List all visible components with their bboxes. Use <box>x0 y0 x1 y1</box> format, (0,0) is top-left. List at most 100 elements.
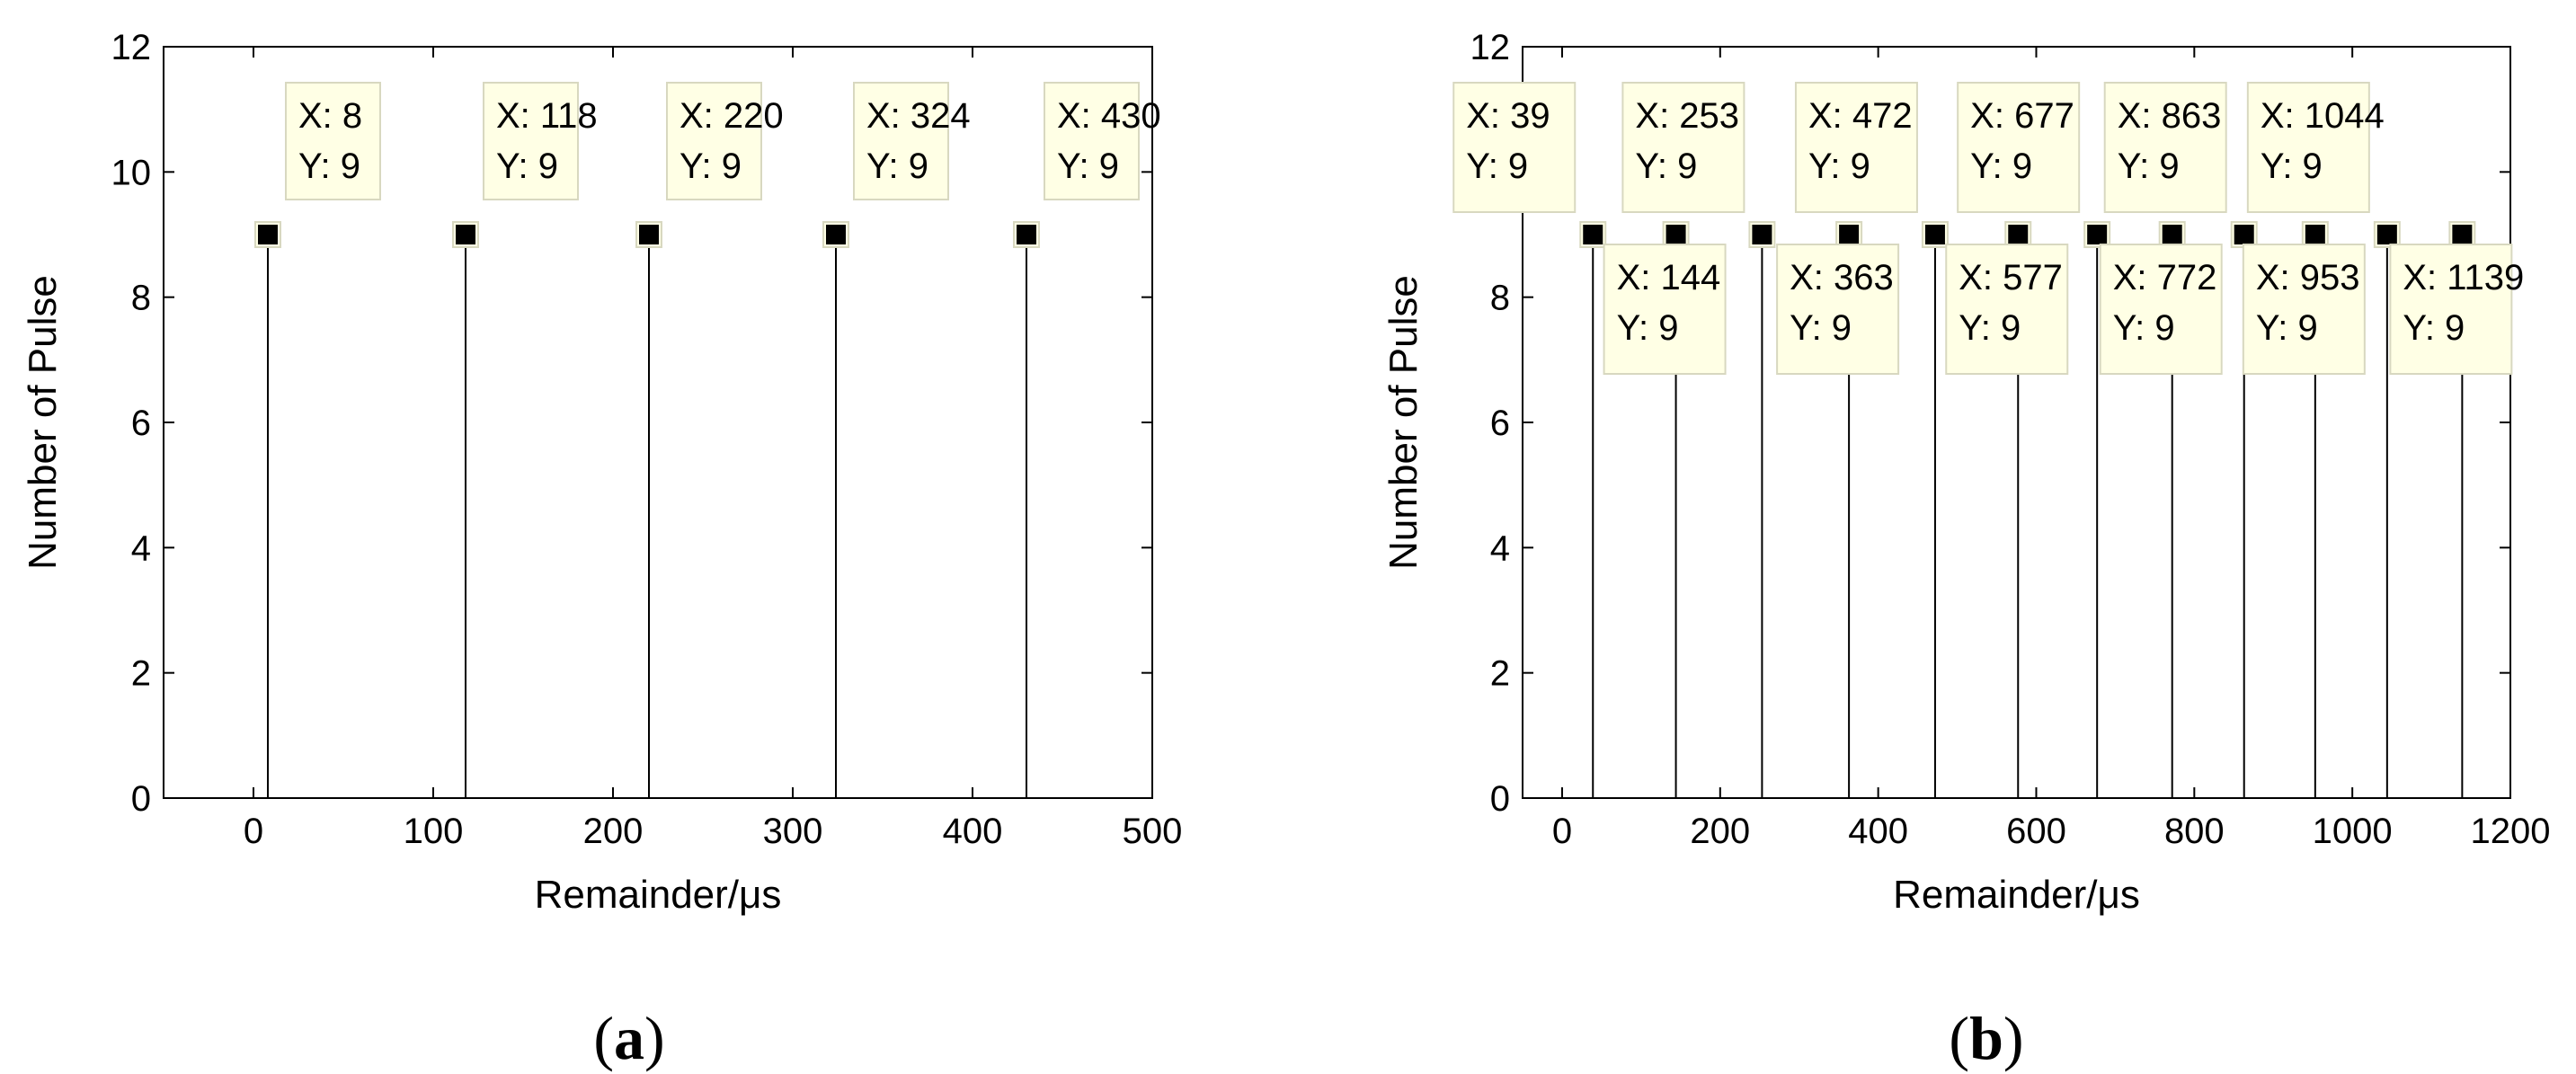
datatip-y-text: Y: 9 <box>2403 308 2465 348</box>
x-axis-label: Remainder/μs <box>1893 873 2140 917</box>
datatip-y-text: Y: 9 <box>1057 146 1119 186</box>
y-tick-label: 12 <box>111 28 152 67</box>
y-tick-label: 10 <box>111 153 152 192</box>
datatip-box <box>1044 82 1140 200</box>
panel-label-letter: a <box>614 1004 644 1072</box>
x-tick-label: 600 <box>2006 812 2066 851</box>
datatip-y-text: Y: 9 <box>2118 146 2180 186</box>
x-tick-label: 200 <box>583 812 644 851</box>
x-tick-label: 300 <box>763 812 823 851</box>
datatip-box <box>1776 244 1900 375</box>
x-tick-label: 100 <box>404 812 464 851</box>
datatip-box <box>2389 244 2513 375</box>
panel-a: 0 2 4 6 8 10 12 0 100 200 300 400 500 Remainder/μs Num… <box>21 28 1182 1072</box>
datatip-y-text: Y: 9 <box>1635 146 1697 186</box>
datatip-y-text: Y: 9 <box>1959 308 2021 348</box>
datatip-y-text: Y: 9 <box>496 146 558 186</box>
datatip-x-text: X: 472 <box>1808 96 1913 136</box>
datatip-x-text: X: 577 <box>1959 258 2063 297</box>
datatip-x-text: X: 8 <box>298 96 362 136</box>
y-tick-label: 6 <box>131 404 151 443</box>
x-tick-label: 200 <box>1690 812 1750 851</box>
datatip-marker <box>2234 225 2254 244</box>
datatip-x-text: X: 220 <box>680 96 784 136</box>
x-tick-label: 400 <box>943 812 1003 851</box>
datatip-y-text: Y: 9 <box>2261 146 2323 186</box>
panel-label: (b) <box>1949 1004 2023 1072</box>
datatip-y-text: Y: 9 <box>2256 308 2318 348</box>
panel-label: (a) <box>593 1004 664 1072</box>
datatip-marker <box>2452 225 2473 244</box>
datatip-x-text: X: 677 <box>1970 96 2074 136</box>
datatip-y-text: Y: 9 <box>2113 308 2175 348</box>
y-tick-label: 8 <box>131 279 151 318</box>
y-tick-label: 2 <box>1490 654 1510 694</box>
y-tick-label: 0 <box>131 779 151 819</box>
x-tick-label: 500 <box>1123 812 1183 851</box>
datatip-marker <box>456 225 475 244</box>
datatip-marker <box>2376 225 2397 244</box>
datatip-y-text: Y: 9 <box>1970 146 2032 186</box>
datatip-y-text: Y: 9 <box>1466 146 1528 186</box>
datatip-marker <box>1017 225 1036 244</box>
datatip-box <box>2242 244 2366 375</box>
datatip-box <box>2246 82 2370 213</box>
datatip-x-text: X: 1139 <box>2403 258 2524 297</box>
y-tick-label: 0 <box>1490 779 1510 819</box>
panel-label-close: ) <box>2003 1004 2024 1072</box>
datatip-marker <box>2087 225 2108 244</box>
datatip-box <box>1957 82 2081 213</box>
datatip-marker <box>2008 225 2029 244</box>
datatip-x-text: X: 1044 <box>2261 96 2385 136</box>
datatip-x-text: X: 324 <box>866 96 971 136</box>
datatip-box <box>853 82 949 200</box>
datatip-marker <box>1583 225 1603 244</box>
panel-label-open: ( <box>1949 1004 1969 1072</box>
datatip-y-text: Y: 9 <box>1617 308 1679 348</box>
datatip-box <box>1452 82 1577 213</box>
datatip-x-text: X: 363 <box>1790 258 1894 297</box>
panel-label-letter: b <box>1969 1004 2003 1072</box>
y-tick-label: 4 <box>1490 528 1510 568</box>
datatip-x-text: X: 772 <box>2113 258 2217 297</box>
datatip-marker <box>826 225 846 244</box>
datatip-x-text: X: 144 <box>1617 258 1721 297</box>
datatip-y-text: Y: 9 <box>1808 146 1870 186</box>
datatip-marker <box>258 225 278 244</box>
y-axis-label: Number of Pulse <box>1381 275 1426 570</box>
datatip-marker <box>2305 225 2325 244</box>
datatip-y-text: Y: 9 <box>1790 308 1852 348</box>
datatip-x-text: X: 118 <box>496 96 598 136</box>
datatip-box <box>285 82 381 200</box>
datatip-marker <box>1752 225 1772 244</box>
x-tick-label: 0 <box>244 812 263 851</box>
datatip-box <box>483 82 579 200</box>
x-tick-label: 0 <box>1552 812 1572 851</box>
panel-label-open: ( <box>593 1004 614 1072</box>
y-tick-label: 6 <box>1490 404 1510 443</box>
datatip-marker <box>1666 225 1686 244</box>
datatip-marker <box>1839 225 1860 244</box>
x-tick-label: 800 <box>2164 812 2225 851</box>
y-tick-label: 12 <box>1470 28 1511 67</box>
x-axis-label: Remainder/μs <box>535 873 782 917</box>
x-tick-label: 1200 <box>2471 812 2551 851</box>
datatip-box <box>1603 244 1727 375</box>
datatip-y-text: Y: 9 <box>866 146 928 186</box>
datatip-y-text: Y: 9 <box>298 146 360 186</box>
datatip-box <box>1945 244 2069 375</box>
datatip-marker <box>2162 225 2182 244</box>
datatip-x-text: X: 863 <box>2118 96 2222 136</box>
datatip-box <box>2099 244 2223 375</box>
datatip-x-text: X: 39 <box>1466 96 1550 136</box>
y-tick-label: 8 <box>1490 279 1510 318</box>
datatip-box <box>666 82 762 200</box>
panel-label-close: ) <box>644 1004 665 1072</box>
datatip-marker <box>1924 225 1945 244</box>
datatip-box <box>2103 82 2227 213</box>
y-tick-label: 2 <box>131 654 151 694</box>
x-tick-label: 1000 <box>2313 812 2393 851</box>
datatip-y-text: Y: 9 <box>680 146 742 186</box>
y-tick-label: 4 <box>131 528 151 568</box>
